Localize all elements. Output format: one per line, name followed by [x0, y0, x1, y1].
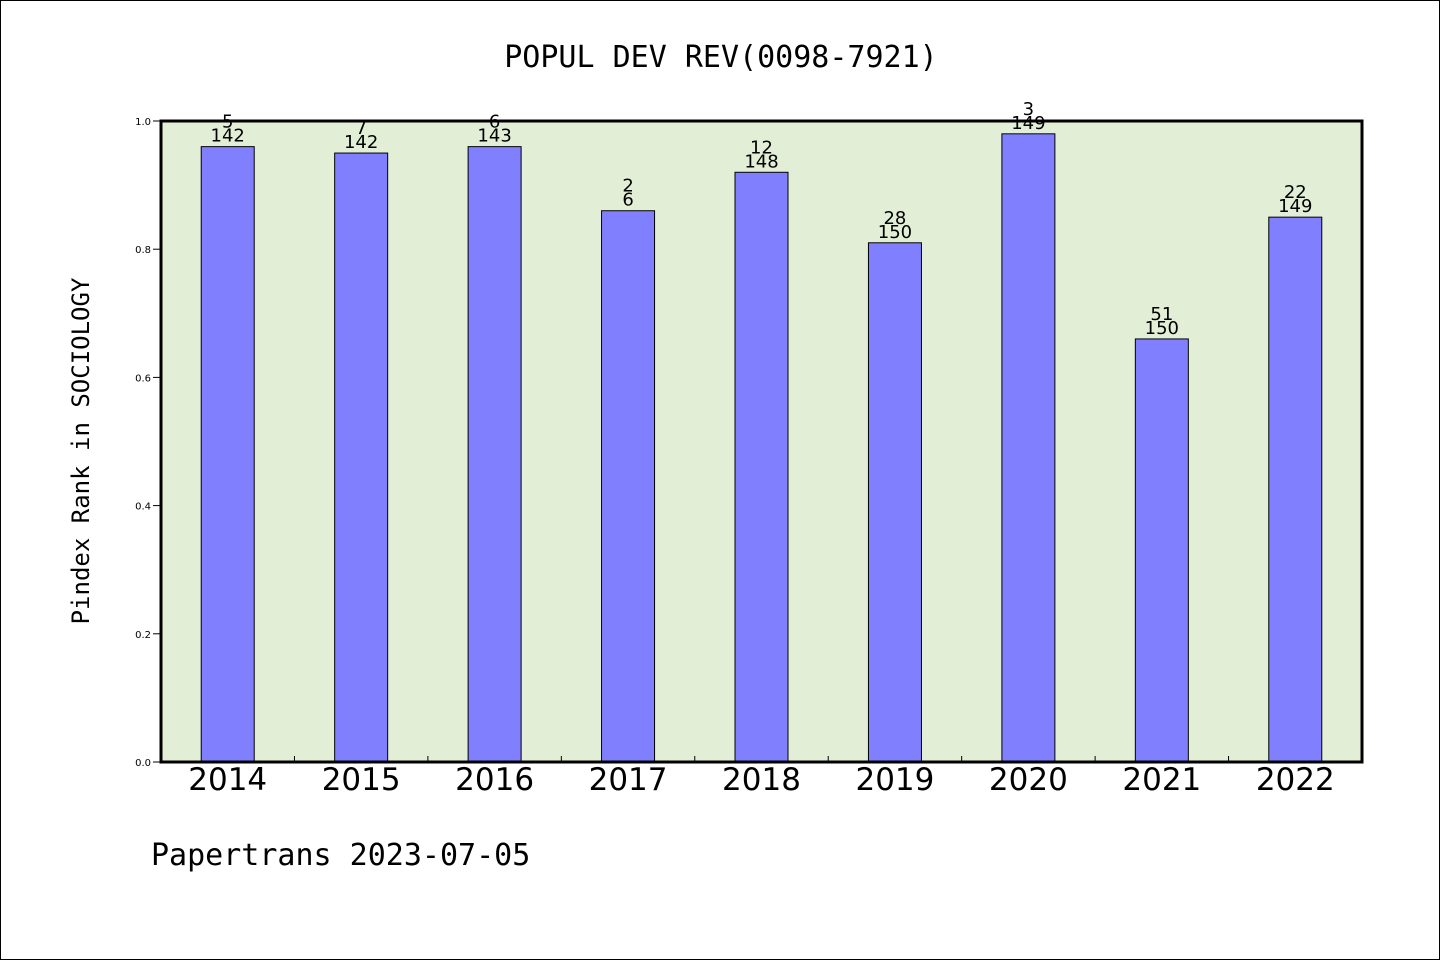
rank-label-2017: 2	[622, 176, 633, 197]
total-label-2020: 149	[1011, 113, 1045, 134]
y-axis: 0.0 0.2 0.4 0.6 0.8 1.0	[135, 117, 161, 769]
y-tick-label-0.6: 0.6	[135, 373, 151, 384]
bar-2020	[1001, 133, 1056, 763]
rank-label-2021: 51	[1150, 304, 1173, 325]
bar-2015	[334, 152, 389, 763]
x-tick-label-2017: 2017	[589, 762, 668, 798]
x-tick-label-2019: 2019	[855, 762, 934, 798]
y-tick-label-0.2: 0.2	[135, 630, 151, 641]
total-label-2015: 142	[344, 132, 378, 153]
bar-2022	[1268, 216, 1323, 763]
bar-2016	[467, 146, 522, 763]
y-tick-label-1.0: 1.0	[135, 117, 151, 128]
total-label-2021: 150	[1145, 318, 1179, 339]
bar-2019	[867, 242, 922, 763]
y-tick-label-0.0: 0.0	[135, 758, 151, 769]
x-tick-label-2014: 2014	[188, 762, 267, 798]
rank-label-2015: 7	[355, 118, 366, 139]
y-axis-label: Pindex Rank in SOCIOLOGY	[67, 277, 95, 624]
total-label-2017: 6	[622, 190, 633, 211]
rank-label-2019: 28	[883, 208, 906, 229]
x-tick-label-2015: 2015	[322, 762, 401, 798]
total-label-2019: 150	[878, 222, 912, 243]
bar-2018	[734, 171, 789, 763]
footer-credit: Papertrans 2023-07-05	[151, 838, 530, 873]
rank-label-2018: 12	[750, 137, 773, 158]
total-label-2016: 143	[477, 126, 511, 147]
y-tick-label-0.8: 0.8	[135, 245, 151, 256]
rank-label-2020: 3	[1023, 99, 1034, 120]
plot-border	[159, 119, 1364, 764]
rank-label-2022: 22	[1284, 182, 1307, 203]
total-label-2022: 149	[1278, 196, 1312, 217]
total-label-2018: 148	[744, 151, 778, 172]
bar-2014	[200, 146, 255, 763]
chart-title: POPUL DEV REV(0098-7921)	[504, 40, 937, 75]
total-label-2014: 142	[211, 126, 245, 147]
bar-2021	[1134, 338, 1189, 763]
x-axis: 2014 2015 2016 2017 2018 2019 2020 2021 2022	[188, 756, 1335, 798]
x-tick-label-2018: 2018	[722, 762, 801, 798]
x-tick-label-2020: 2020	[989, 762, 1068, 798]
x-tick-label-2022: 2022	[1256, 762, 1335, 798]
y-tick-label-0.4: 0.4	[135, 502, 151, 513]
x-tick-label-2016: 2016	[455, 762, 534, 798]
x-tick-label-2021: 2021	[1122, 762, 1201, 798]
bar-2017	[601, 210, 656, 763]
bars-group	[200, 133, 1323, 763]
